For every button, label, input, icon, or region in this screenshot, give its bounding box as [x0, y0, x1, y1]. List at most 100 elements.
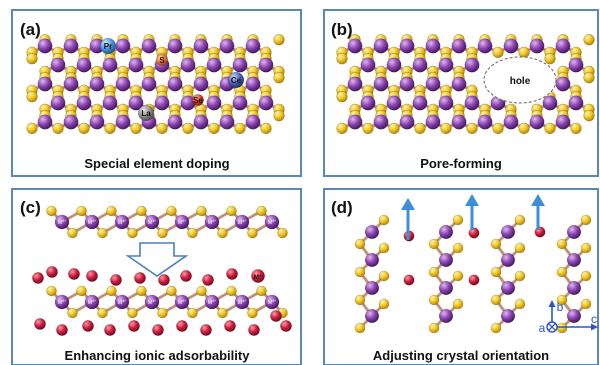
metal-atom [529, 38, 545, 54]
chalcogen-atom [247, 227, 258, 239]
chalcogen-atom [378, 242, 390, 254]
metal-atom [438, 308, 454, 324]
panel-b-lattice: hole [336, 33, 595, 135]
intercalated-ion [403, 274, 415, 286]
chalcogen-atom [130, 122, 142, 135]
chalcogen-atom [127, 307, 138, 319]
metal-atom [412, 95, 428, 111]
metal-atom [37, 76, 53, 92]
chalcogen-atom [514, 214, 526, 226]
diffusion-arrow-head [465, 194, 479, 206]
chalcogen-atom [157, 227, 168, 239]
chalcogen-atom [196, 285, 207, 297]
metal-atom [206, 95, 222, 111]
chalcogen-atom [166, 205, 177, 217]
chalcogen-atom [136, 205, 147, 217]
chalcogen-atom [273, 33, 285, 46]
metal-atom [264, 214, 280, 230]
metal-atom [167, 114, 183, 130]
dopant-label-s: S [159, 56, 165, 65]
chalcogen-atom [208, 122, 220, 135]
chalcogen-atom [556, 294, 568, 306]
metal-atom [128, 95, 144, 111]
chalcogen-atom [518, 46, 530, 59]
chalcogen-atom [156, 122, 168, 135]
chalcogen-atom [362, 122, 374, 135]
metal-atom [115, 38, 131, 54]
panel-d-caption: Adjusting crystal orientation [373, 348, 549, 363]
metal-atom [141, 76, 157, 92]
axis-a-cross [548, 323, 556, 331]
metal-atom [114, 294, 130, 310]
chalcogen-atom [378, 214, 390, 226]
adsorbed-ion [32, 272, 44, 284]
metal-atom [386, 57, 402, 73]
adsorbed-ion [34, 318, 46, 330]
metal-atom [115, 114, 131, 130]
metal-atom [180, 57, 196, 73]
chalcogen-atom [67, 307, 78, 319]
metal-atom [438, 280, 454, 296]
chalcogen-atom [556, 322, 568, 334]
chalcogen-atom [187, 307, 198, 319]
metal-atom [141, 38, 157, 54]
metal-label: M4+ [58, 219, 66, 226]
chalcogen-atom [378, 298, 390, 310]
adsorbed-ion [152, 324, 164, 336]
metal-atom [174, 294, 190, 310]
chalcogen-atom [544, 52, 556, 65]
chalcogen-atom [277, 227, 288, 239]
metal-atom [464, 95, 480, 111]
chalcogen-atom [354, 294, 366, 306]
metal-label: M4+ [268, 219, 276, 226]
metal-atom [37, 114, 53, 130]
metal-atom [219, 114, 235, 130]
intercalated-ion [534, 226, 546, 238]
chalcogen-atom [583, 71, 595, 84]
metal-atom [438, 57, 454, 73]
chalcogen-atom [414, 122, 426, 135]
metal-atom [373, 38, 389, 54]
chalcogen-atom [583, 33, 595, 46]
metal-label: M4+ [118, 299, 126, 306]
metal-atom [451, 76, 467, 92]
panel-c-label: (c) [20, 198, 41, 217]
chalcogen-atom [196, 205, 207, 217]
chalcogen-atom [570, 122, 582, 135]
axis-c-label: c [591, 312, 597, 326]
metal-atom [102, 95, 118, 111]
metal-atom [245, 76, 261, 92]
chalcogen-atom [97, 307, 108, 319]
panel-a-caption: Special element doping [84, 156, 229, 171]
chalcogen-atom [136, 285, 147, 297]
metal-atom [50, 95, 66, 111]
chalcogen-atom [76, 285, 87, 297]
chalcogen-atom [490, 294, 502, 306]
metal-atom [438, 224, 454, 240]
panel-c-frame [11, 188, 302, 365]
panel-d-label: (d) [331, 198, 353, 217]
metal-atom [174, 214, 190, 230]
panel-b-caption: Pore-forming [420, 156, 502, 171]
metal-atom [76, 95, 92, 111]
metal-atom [425, 38, 441, 54]
chalcogen-atom [256, 205, 267, 217]
metal-atom [360, 57, 376, 73]
metal-label: M4+ [238, 299, 246, 306]
metal-label: M4+ [268, 299, 276, 306]
metal-atom [128, 57, 144, 73]
dopant-atom-se [192, 94, 204, 106]
metal-atom [425, 76, 441, 92]
metal-atom [114, 214, 130, 230]
panel-c-structure: M4+ M4+ M4+ M4+ M4+ M4+ M4+ M4+ M4+ M4+ M4+ M4+ M4+ M… [32, 205, 292, 336]
chalcogen-atom [234, 122, 246, 135]
chalcogen-atom [490, 266, 502, 278]
chalcogen-atom [428, 238, 440, 250]
metal-atom [566, 280, 582, 296]
metal-atom [529, 114, 545, 130]
chalcogen-atom [452, 214, 464, 226]
adsorbed-ion [46, 266, 58, 278]
adsorbed-ion [68, 268, 80, 280]
adsorbed-ion [226, 268, 238, 280]
